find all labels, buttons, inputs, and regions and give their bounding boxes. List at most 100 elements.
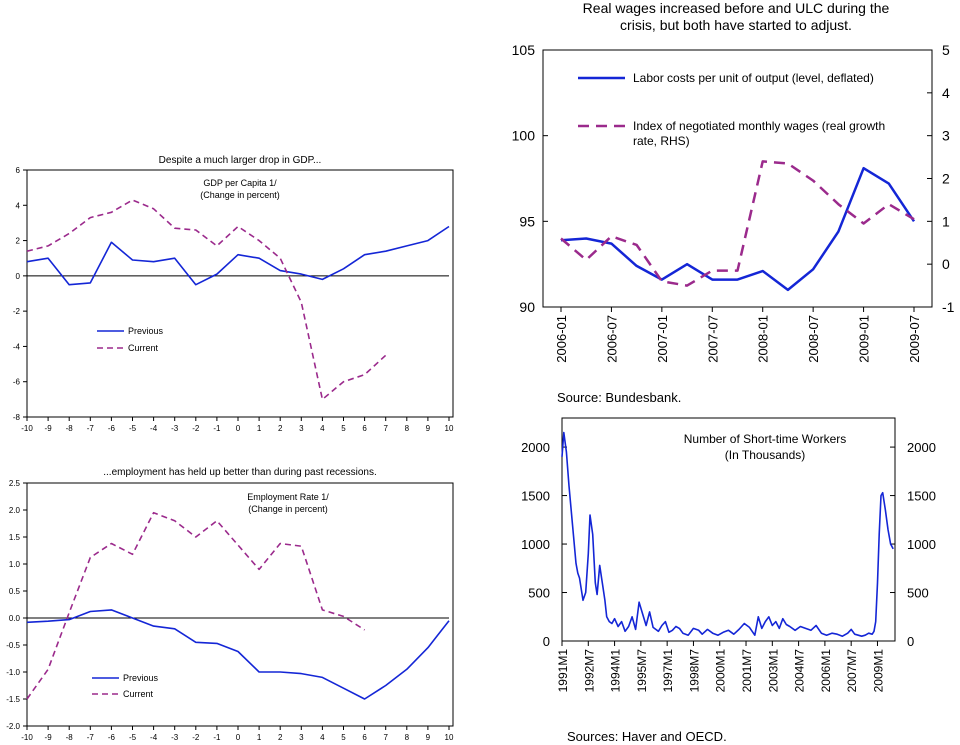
wages-source: Source: Bundesbank. xyxy=(557,390,681,405)
gdp-xtick-label: 1 xyxy=(257,424,262,433)
emp-legend-previous-label: Previous xyxy=(123,673,159,683)
gdp-x-axis: -10 -9 -8 -7 -6 -5 -4 -3 -2 -1 0 1 2 3 4 5 6 7 8 9 10 xyxy=(21,417,454,433)
stw-ytick-right-label: 1500 xyxy=(907,489,936,504)
stw-ytick-label: 1000 xyxy=(521,537,550,552)
wages-title-line1: Real wages increased before and ULC duri… xyxy=(583,0,890,16)
stw-xtick-label: 1994M1 xyxy=(609,649,623,693)
emp-ytick-label: -0.5 xyxy=(6,641,20,650)
wages-ytick-label: 105 xyxy=(512,42,536,58)
wages-series-negotiated-wages-line xyxy=(560,160,915,287)
stw-xtick-label: 2006M1 xyxy=(819,649,833,693)
wages-xtick-label: 2008-01 xyxy=(756,315,771,363)
wages-xtick-label: 2006-07 xyxy=(604,315,619,363)
gdp-xtick-label: -8 xyxy=(66,424,74,433)
gdp-xtick-label: 9 xyxy=(426,424,431,433)
gdp-legend-previous-label: Previous xyxy=(128,326,164,336)
wages-xtick-label: 2009-01 xyxy=(857,315,872,363)
wages-legend-ulc-label: Labor costs per unit of output (level, d… xyxy=(633,71,874,85)
emp-series-current-line xyxy=(26,511,366,700)
gdp-ytick-label: 0 xyxy=(16,272,21,281)
emp-plot-frame xyxy=(26,482,454,727)
gdp-series-previous-line xyxy=(26,225,450,286)
emp-ytick-label: 0.0 xyxy=(9,614,21,623)
stw-ytick-right-label: 2000 xyxy=(907,440,936,455)
gdp-xtick-label: -4 xyxy=(150,424,158,433)
emp-legend: Previous Current xyxy=(92,673,159,699)
emp-panel: ...employment has held up better than du… xyxy=(6,467,454,742)
gdp-ytick-label: -2 xyxy=(13,307,21,316)
wages-ytick-right-label: 4 xyxy=(942,85,950,101)
gdp-ytick-label: -8 xyxy=(13,413,21,422)
gdp-xtick-label: 5 xyxy=(341,424,346,433)
wages-ytick-right-label: 2 xyxy=(942,171,950,187)
wages-panel: Real wages increased before and ULC duri… xyxy=(512,0,955,405)
emp-xtick-label: 8 xyxy=(405,733,410,742)
gdp-xtick-label: -9 xyxy=(45,424,53,433)
emp-xtick-label: -2 xyxy=(192,733,200,742)
emp-legend-current-label: Current xyxy=(123,689,154,699)
wages-legend-wages-label-line2: rate, RHS) xyxy=(633,134,690,148)
stw-ytick-label: 1500 xyxy=(521,489,550,504)
gdp-plot-frame xyxy=(26,169,454,418)
gdp-ytick-label: 4 xyxy=(16,201,21,210)
emp-xtick-label: -8 xyxy=(66,733,74,742)
wages-ytick-right-label: -1 xyxy=(942,299,955,315)
gdp-series xyxy=(26,199,450,401)
gdp-xtick-label: 8 xyxy=(405,424,410,433)
stw-ytick-right-label: 500 xyxy=(907,586,929,601)
stw-ytick-right-label: 1000 xyxy=(907,537,936,552)
emp-ytick-label: -1.5 xyxy=(6,695,20,704)
gdp-xtick-label: 4 xyxy=(320,424,325,433)
wages-legend-wages-label-line1: Index of negotiated monthly wages (real … xyxy=(633,119,885,133)
gdp-xtick-label: -10 xyxy=(21,424,33,433)
wages-ytick-label: 100 xyxy=(512,128,536,144)
stw-ytick-label: 2000 xyxy=(521,440,550,455)
stw-xtick-label: 2000M1 xyxy=(714,649,728,693)
wages-xtick-label: 2007-01 xyxy=(655,315,670,363)
stw-title-line2: (In Thousands) xyxy=(725,448,806,462)
wages-y-axis-left: 90 95 100 105 xyxy=(512,42,548,315)
wages-series xyxy=(560,160,916,292)
emp-xtick-label: -6 xyxy=(108,733,116,742)
gdp-xtick-label: -5 xyxy=(129,424,137,433)
stw-ytick-label: 500 xyxy=(528,586,550,601)
stw-xtick-label: 2004M7 xyxy=(793,649,807,693)
emp-xtick-label: 2 xyxy=(278,733,283,742)
wages-series-labor-costs-line xyxy=(560,166,916,292)
emp-inner-subtitle: (Change in percent) xyxy=(248,504,328,514)
gdp-legend: Previous Current xyxy=(97,326,164,353)
stw-source: Sources: Haver and OECD. xyxy=(567,729,727,744)
emp-xtick-label: 4 xyxy=(320,733,325,742)
emp-series xyxy=(26,511,450,700)
emp-xtick-label: -1 xyxy=(213,733,221,742)
stw-series xyxy=(561,431,894,637)
emp-ytick-label: 2.5 xyxy=(9,479,21,488)
gdp-xtick-label: -3 xyxy=(171,424,179,433)
emp-x-axis: -10 -9 -8 -7 -6 -5 -4 -3 -2 -1 0 1 2 3 4 5 6 7 8 9 10 xyxy=(21,726,454,742)
emp-ytick-label: 1.0 xyxy=(9,560,21,569)
gdp-xtick-label: 7 xyxy=(383,424,388,433)
wages-ytick-right-label: 0 xyxy=(942,256,950,272)
stw-y-axis-right: 0 500 1000 1500 2000 xyxy=(890,440,936,649)
wages-legend: Labor costs per unit of output (level, d… xyxy=(578,71,885,148)
wages-title-line2: crisis, but both have started to adjust. xyxy=(620,17,852,33)
emp-xtick-label: -9 xyxy=(45,733,53,742)
gdp-xtick-label: 0 xyxy=(236,424,241,433)
emp-xtick-label: 0 xyxy=(236,733,241,742)
gdp-y-axis: -8 -6 -4 -2 0 2 4 6 xyxy=(13,166,449,422)
gdp-title: Despite a much larger drop in GDP... xyxy=(159,155,322,166)
emp-xtick-label: 10 xyxy=(445,733,454,742)
stw-xtick-label: 1992M7 xyxy=(582,649,596,693)
stw-xtick-label: 2003M1 xyxy=(766,649,780,693)
wages-ytick-right-label: 5 xyxy=(942,42,950,58)
emp-y-axis: -2.0 -1.5 -1.0 -0.5 0.0 0.5 1.0 1.5 2.0 2.5 xyxy=(6,479,449,731)
gdp-series-current-line xyxy=(26,199,387,401)
gdp-ytick-label: 2 xyxy=(16,237,21,246)
wages-ytick-right-label: 3 xyxy=(942,128,950,144)
gdp-panel: Despite a much larger drop in GDP... GDP… xyxy=(13,155,454,433)
stw-xtick-label: 1991M1 xyxy=(556,649,570,693)
stw-series-short-time-workers-line xyxy=(561,431,894,637)
stw-panel: Number of Short-time Workers (In Thousan… xyxy=(521,417,936,744)
emp-xtick-label: -5 xyxy=(129,733,137,742)
